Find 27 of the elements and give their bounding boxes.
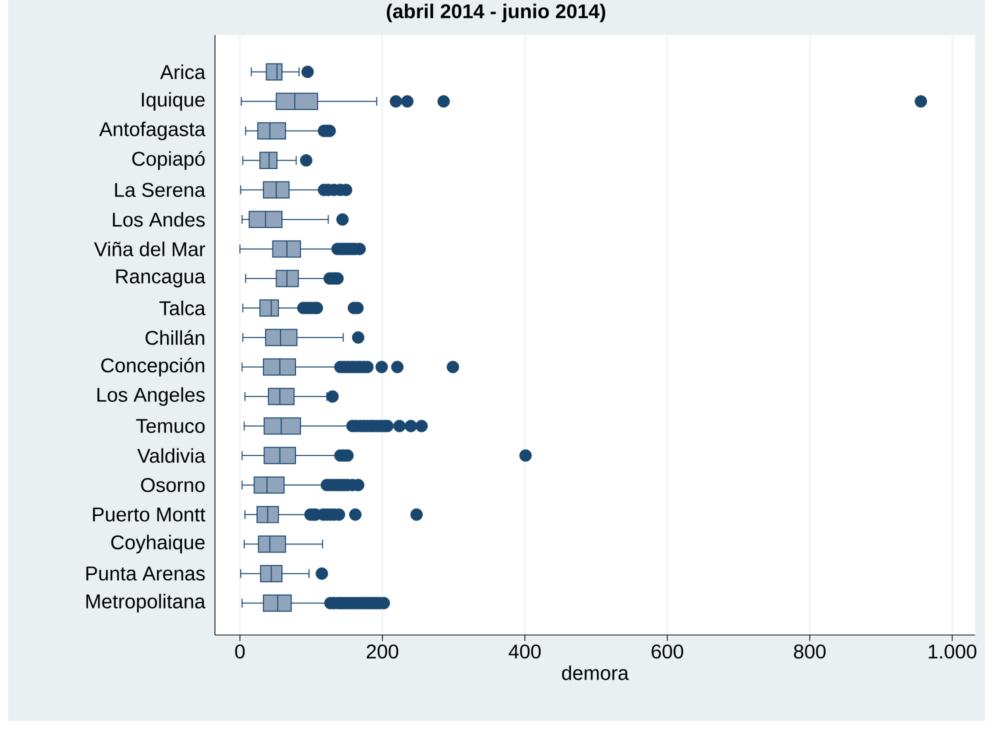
x-tick-label: 1.000 bbox=[928, 644, 976, 659]
chart-title: (abril 2014 - junio 2014) bbox=[386, 4, 606, 22]
y-tick-label: Chillán bbox=[146, 330, 204, 345]
y-tick-label: Los Andes bbox=[112, 212, 205, 227]
x-tick-label: 800 bbox=[794, 644, 826, 659]
y-tick-label: Antofagasta bbox=[99, 122, 206, 140]
y-tick-label: Rancagua bbox=[116, 270, 206, 288]
y-tick-label: Arica bbox=[160, 64, 206, 80]
y-tick-label: Talca bbox=[159, 300, 206, 316]
y-tick-label: Metropolitana bbox=[86, 594, 206, 612]
y-tick-label: Punta Arenas bbox=[86, 566, 205, 581]
y-tick-label: Temuco bbox=[136, 419, 205, 433]
y-tick-label: La Serena bbox=[115, 182, 206, 197]
y-tick-label: Coyhaique bbox=[111, 534, 205, 554]
y-tick-label: Valdivia bbox=[137, 448, 206, 463]
y-tick-label: Viña del Mar bbox=[94, 242, 206, 256]
x-tick-label: 0 bbox=[235, 644, 245, 659]
y-tick-label: Osorno bbox=[141, 478, 205, 492]
x-tick-label: 400 bbox=[508, 644, 541, 659]
y-tick-label: Iquique bbox=[142, 92, 205, 111]
x-tick-label: 600 bbox=[652, 644, 684, 659]
x-tick-label: 200 bbox=[366, 644, 398, 659]
x-axis-title: demora bbox=[562, 665, 629, 680]
y-tick-label: Concepción bbox=[101, 358, 204, 376]
y-tick-label: Los Angeles bbox=[97, 387, 205, 406]
y-tick-label: Copiapó bbox=[132, 151, 205, 170]
y-tick-label: Puerto Montt bbox=[93, 508, 206, 522]
